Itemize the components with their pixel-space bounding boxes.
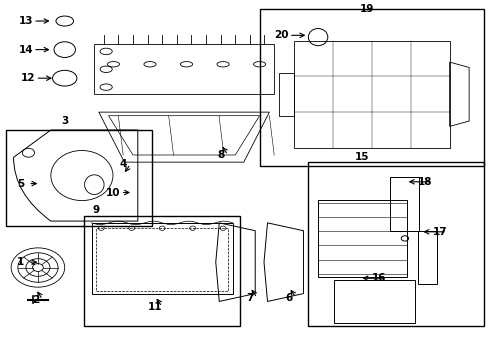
Bar xyxy=(92,223,233,294)
Text: 10: 10 xyxy=(106,188,121,198)
Text: 5: 5 xyxy=(17,179,24,189)
Text: 16: 16 xyxy=(372,273,386,283)
Text: 20: 20 xyxy=(274,30,289,40)
Text: 9: 9 xyxy=(93,205,100,215)
Bar xyxy=(418,231,437,284)
Text: 3: 3 xyxy=(61,116,68,126)
Bar xyxy=(391,177,419,231)
Text: 2: 2 xyxy=(32,295,39,305)
Text: 13: 13 xyxy=(19,16,33,26)
Text: 4: 4 xyxy=(120,159,127,169)
Bar xyxy=(308,162,484,327)
Bar xyxy=(334,280,415,323)
Bar xyxy=(6,130,152,226)
Bar xyxy=(318,200,407,277)
Text: 6: 6 xyxy=(285,293,293,303)
Text: 11: 11 xyxy=(147,302,162,312)
Text: 18: 18 xyxy=(418,177,433,187)
Text: 14: 14 xyxy=(19,45,33,55)
Text: 12: 12 xyxy=(21,73,35,83)
Bar xyxy=(260,9,484,166)
Text: 8: 8 xyxy=(217,150,224,160)
Bar xyxy=(97,228,228,291)
Text: 1: 1 xyxy=(17,257,24,267)
Bar xyxy=(84,216,240,327)
Text: 17: 17 xyxy=(433,227,447,237)
Text: 7: 7 xyxy=(246,293,253,303)
Text: 19: 19 xyxy=(360,4,374,14)
Text: 15: 15 xyxy=(355,152,369,162)
